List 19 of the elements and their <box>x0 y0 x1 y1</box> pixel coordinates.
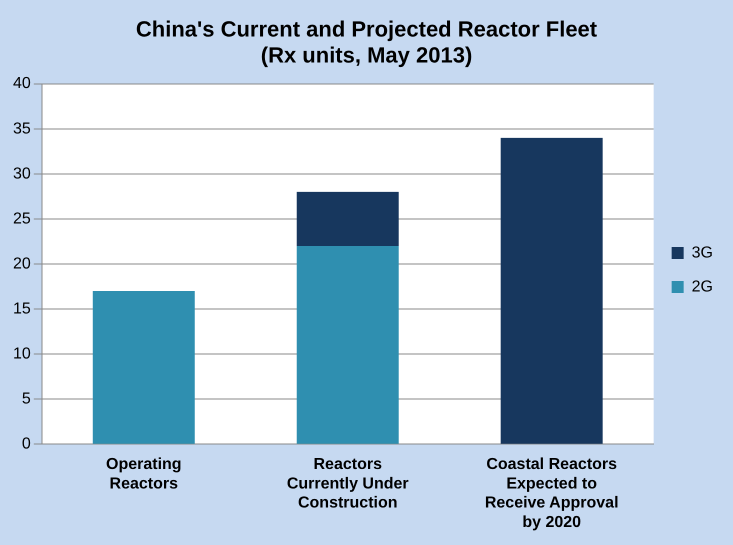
y-tick-label: 20 <box>13 255 31 272</box>
bar <box>296 192 399 246</box>
bar <box>500 138 603 444</box>
bar <box>296 246 399 444</box>
legend-label: 2G <box>692 278 713 296</box>
legend-label: 3G <box>692 244 713 262</box>
y-tick-label: 35 <box>13 120 31 138</box>
x-tick-label: Coastal Reactors Expected to Receive Approval by 2020 <box>484 456 619 531</box>
y-tick-label: 40 <box>13 75 31 92</box>
y-tick-label: 10 <box>13 346 31 363</box>
x-tick-label: Operating Reactors <box>106 456 182 492</box>
x-tick-label: Reactors Currently Under Construction <box>286 456 409 512</box>
y-tick-label: 5 <box>22 390 31 408</box>
bar <box>92 291 195 444</box>
y-tick-label: 15 <box>13 300 31 318</box>
y-tick-label: 25 <box>13 210 31 228</box>
chart-title: China's Current and Projected Reactor Fleet (Rx units, May 2013) <box>136 16 598 68</box>
y-tick-label: 0 <box>22 436 31 453</box>
y-tick-label: 30 <box>13 165 31 182</box>
